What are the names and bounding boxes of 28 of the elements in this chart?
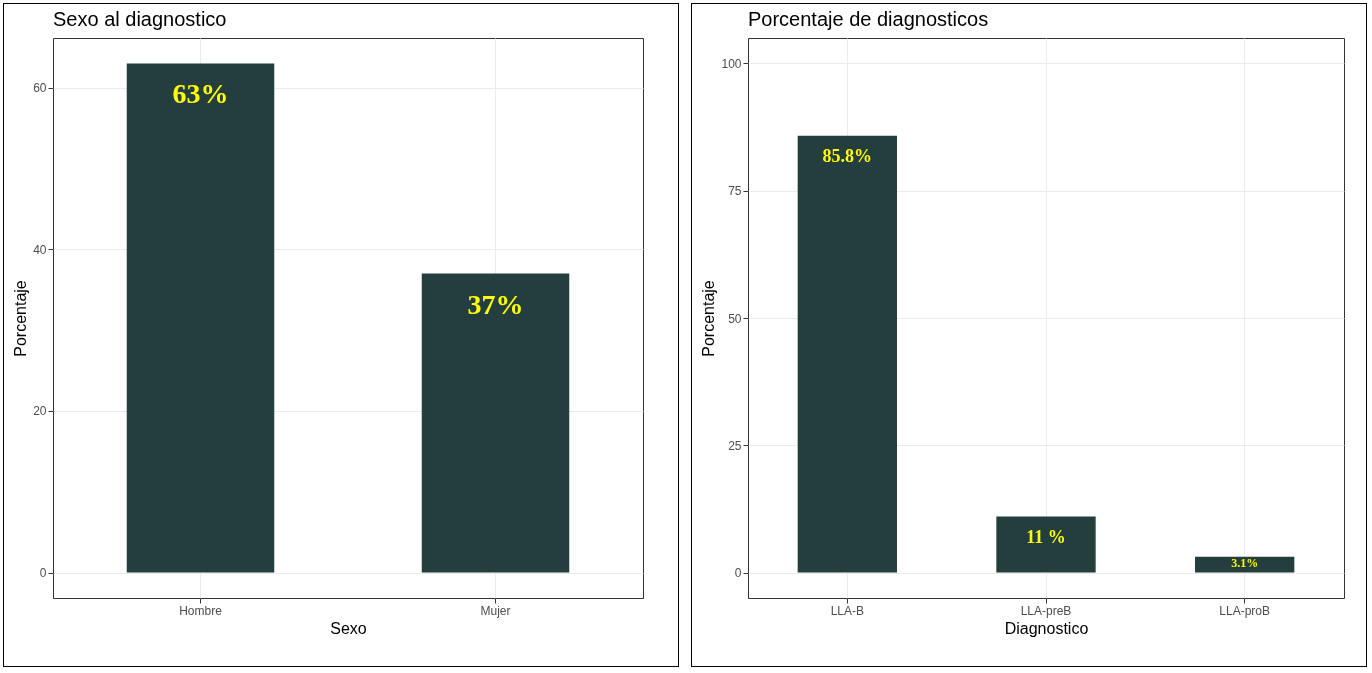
- y-tick-label: 60: [33, 81, 47, 96]
- x-tick-label: LLA-proB: [1219, 603, 1271, 618]
- y-axis-title: Porcentaje: [700, 280, 718, 357]
- x-tick-label: Mujer: [480, 603, 511, 618]
- y-tick-label: 100: [721, 56, 742, 71]
- x-tick-label: LLA-preB: [1020, 603, 1072, 618]
- x-axis-title: Diagnostico: [1004, 619, 1089, 637]
- y-tick-label: 20: [33, 404, 47, 419]
- bar: [797, 135, 897, 573]
- data-label: 63%: [172, 78, 229, 110]
- y-tick-label: 50: [728, 311, 742, 326]
- x-tick-label: Hombre: [179, 603, 223, 618]
- y-tick-label: 0: [39, 566, 47, 581]
- data-label: 11 %: [1026, 526, 1066, 547]
- y-tick-label: 75: [728, 184, 742, 199]
- y-tick-label: 40: [33, 242, 47, 257]
- chart-title: Porcentaje de diagnosticos: [748, 8, 989, 30]
- data-label: 85.8%: [822, 145, 873, 166]
- data-label: 37%: [467, 288, 524, 320]
- data-label: 3.1%: [1231, 555, 1259, 570]
- x-axis-title: Sexo: [330, 619, 367, 637]
- bar: [996, 516, 1096, 573]
- y-axis-title: Porcentaje: [12, 280, 30, 357]
- y-tick-label: 0: [734, 566, 742, 581]
- bar: [1195, 556, 1295, 573]
- y-tick-label: 25: [728, 438, 742, 453]
- chart-title: Sexo al diagnostico: [53, 8, 227, 30]
- x-tick-label: LLA-B: [830, 603, 865, 618]
